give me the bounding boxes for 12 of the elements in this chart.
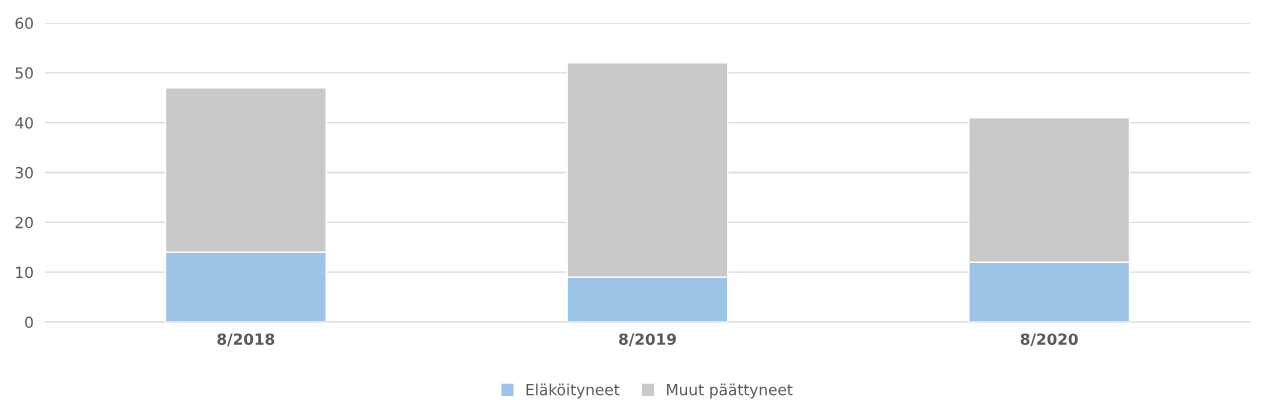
- x-tick-label: 8/2020: [1020, 333, 1078, 347]
- legend-label: Muut päättyneet: [667, 383, 793, 399]
- y-tick-label: 10: [16, 266, 33, 279]
- y-tick-label: 60: [15, 17, 33, 30]
- x-tick-label: 8/2018: [217, 333, 275, 347]
- y-tick-label: 0: [25, 316, 33, 329]
- y-tick-label: 40: [15, 117, 33, 129]
- y-tick-label: 50: [15, 67, 33, 79]
- legend-label: Eläköityneet: [526, 383, 620, 399]
- y-tick-label: 30: [15, 166, 33, 179]
- x-tick-label: 8/2019: [619, 333, 676, 347]
- y-tick-label: 20: [15, 216, 33, 229]
